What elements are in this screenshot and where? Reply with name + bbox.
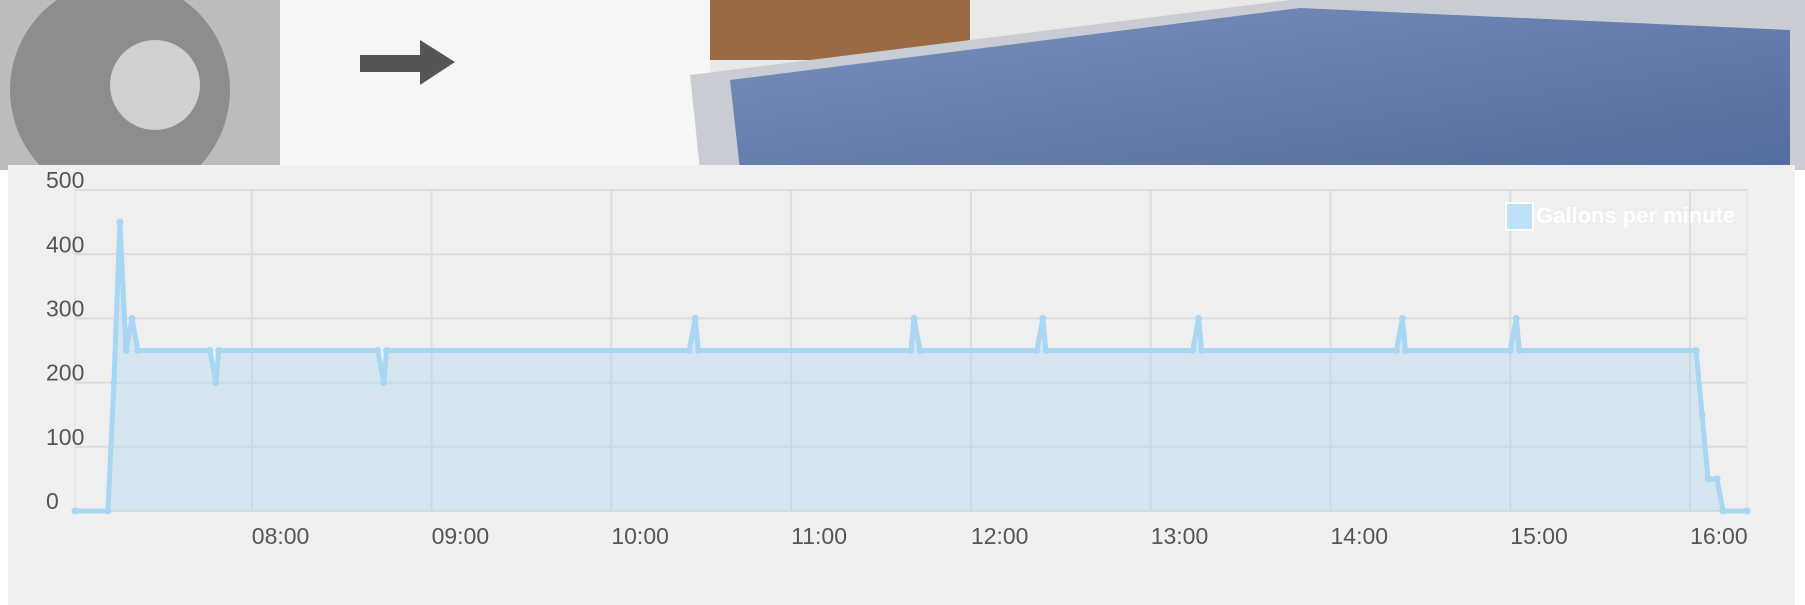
- point: [1704, 475, 1712, 483]
- legend-swatch: [1505, 202, 1534, 231]
- area: [75, 222, 1747, 511]
- point: [916, 347, 924, 354]
- x-tick-label: 08:00: [252, 523, 310, 549]
- point: [1506, 347, 1514, 354]
- point: [1515, 347, 1523, 354]
- point: [122, 347, 130, 354]
- point: [212, 379, 220, 387]
- point: [1401, 347, 1409, 354]
- point: [215, 347, 223, 354]
- point: [128, 314, 136, 322]
- background-photo: [0, 0, 1805, 200]
- point: [1392, 347, 1400, 354]
- y-tick-label: 300: [46, 295, 84, 321]
- point: [1713, 475, 1721, 483]
- point: [685, 347, 693, 354]
- point: [691, 314, 699, 322]
- point: [1198, 347, 1206, 354]
- plot: 0 100 200 300 400 500 08:00 09:00 10:00 11:00 12:0…: [46, 167, 1751, 549]
- point: [206, 347, 214, 354]
- x-tick-label: 15:00: [1510, 523, 1568, 549]
- x-tick-label: 14:00: [1330, 523, 1388, 549]
- point: [1743, 507, 1751, 515]
- flow-arrow: [360, 40, 455, 85]
- y-tick-label: 500: [46, 167, 84, 193]
- point: [1719, 507, 1727, 515]
- point: [1042, 347, 1050, 354]
- x-tick-label: 09:00: [432, 523, 490, 549]
- legend-label: Gallons per minute: [1536, 203, 1735, 228]
- point: [907, 347, 915, 354]
- x-tick-label: 11:00: [791, 523, 847, 549]
- point: [134, 347, 142, 354]
- x-tick-label: 16:00: [1690, 523, 1748, 549]
- bolt: [110, 40, 200, 130]
- point: [910, 314, 918, 322]
- point: [380, 379, 388, 387]
- point: [1189, 347, 1197, 354]
- point: [71, 507, 79, 515]
- point: [110, 379, 118, 387]
- point: [104, 507, 112, 515]
- point: [374, 347, 382, 354]
- y-tick-label: 400: [46, 231, 84, 257]
- x-tick-label: 12:00: [971, 523, 1029, 549]
- flow-meter: [280, 0, 710, 170]
- x-tick-label: 13:00: [1151, 523, 1209, 549]
- y-tick-label: 100: [46, 424, 84, 450]
- point: [1039, 314, 1047, 322]
- point: [1512, 314, 1520, 322]
- point: [383, 347, 391, 354]
- y-tick-label: 0: [46, 488, 59, 514]
- point: [1698, 411, 1706, 419]
- point: [1195, 314, 1203, 322]
- point: [1692, 347, 1700, 354]
- point: [1398, 314, 1406, 322]
- y-tick-label: 200: [46, 360, 84, 386]
- solar-panel: [730, 8, 1790, 170]
- point: [116, 218, 124, 226]
- point: [1033, 347, 1041, 354]
- point: [694, 347, 702, 354]
- x-tick-label: 10:00: [611, 523, 669, 549]
